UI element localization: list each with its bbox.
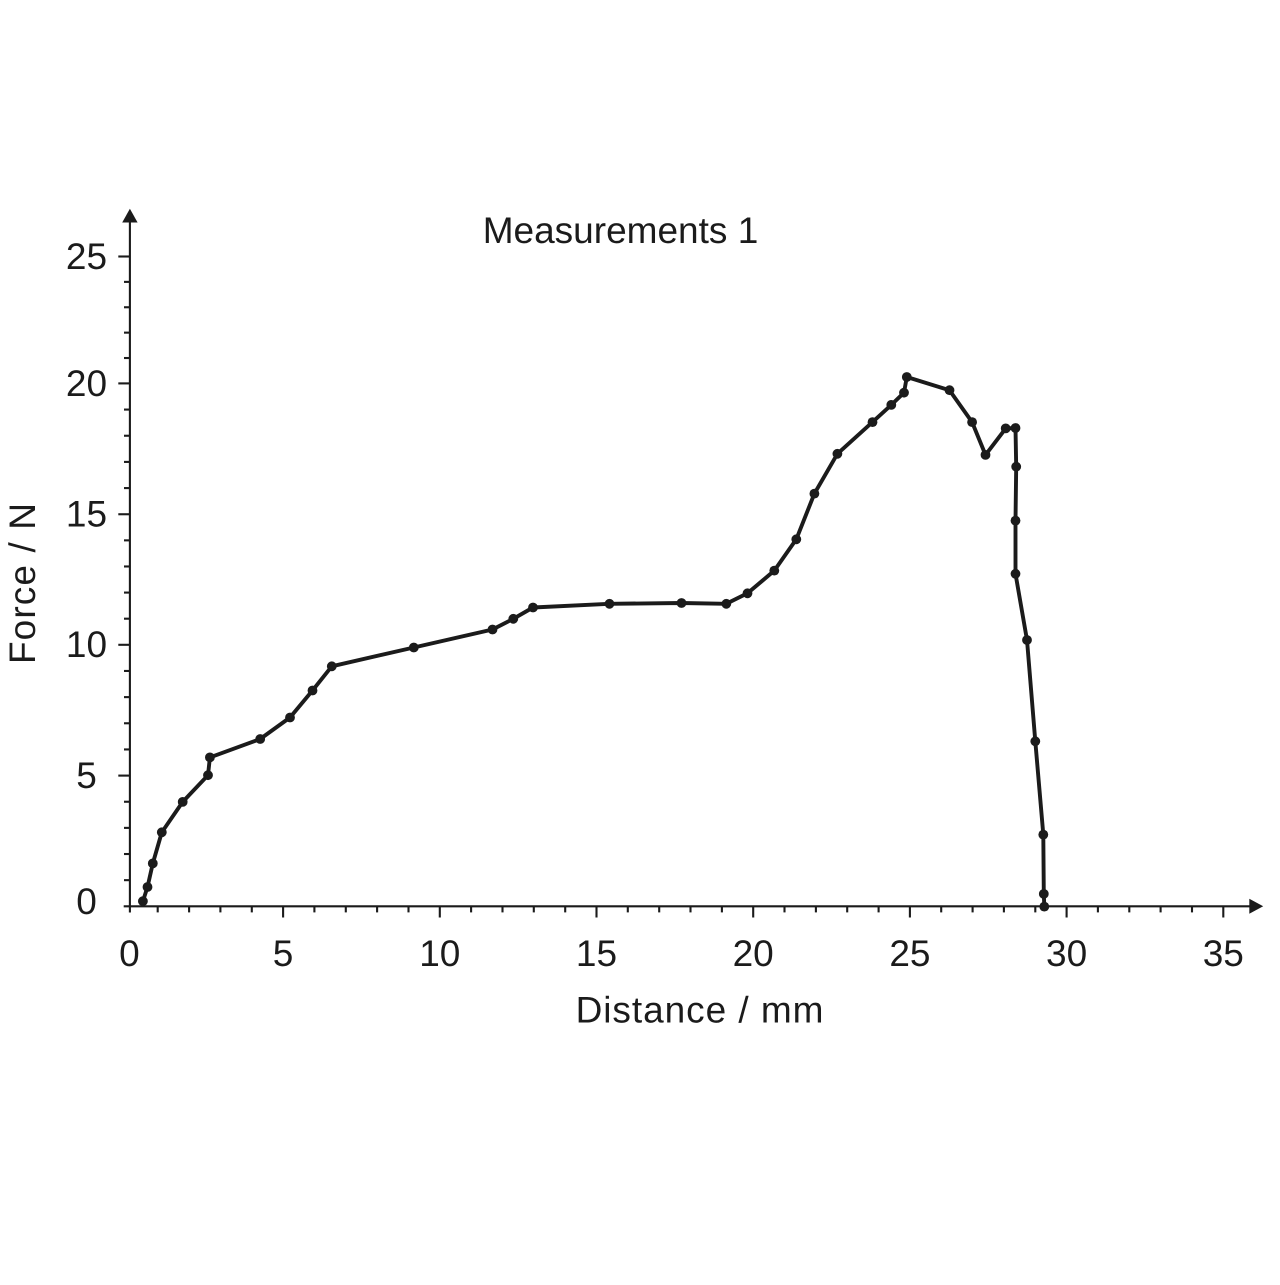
svg-text:10: 10 [419,933,460,974]
svg-text:25: 25 [66,236,107,277]
svg-text:5: 5 [273,933,294,974]
svg-text:20: 20 [66,363,107,404]
svg-text:25: 25 [889,933,930,974]
svg-text:15: 15 [66,494,107,535]
svg-text:15: 15 [576,933,617,974]
svg-text:5: 5 [76,755,97,796]
svg-text:Measurements 1: Measurements 1 [483,210,759,251]
svg-text:0: 0 [76,881,97,922]
svg-text:Distance / mm: Distance / mm [576,990,825,1031]
svg-text:35: 35 [1203,933,1244,974]
svg-text:0: 0 [119,933,140,974]
svg-text:Force / N: Force / N [2,502,43,664]
svg-text:20: 20 [733,933,774,974]
svg-text:10: 10 [66,624,107,665]
svg-text:30: 30 [1046,933,1087,974]
